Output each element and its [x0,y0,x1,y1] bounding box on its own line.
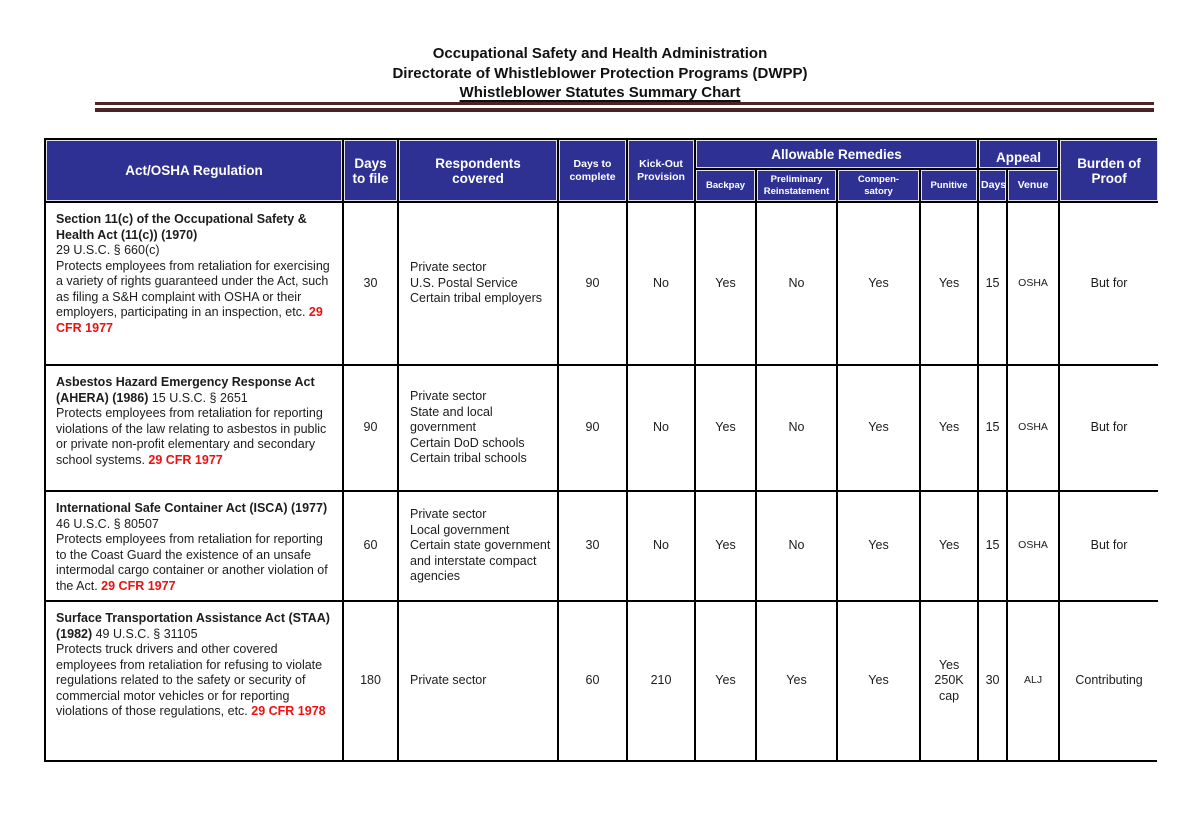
col-header-punitive: Punitive [921,170,980,203]
table-row-isca: International Safe Container Act (ISCA) … [46,492,1159,602]
cell-respondents-covered: Private sector Local government Certain … [399,492,559,602]
act-description: Protects employees from retaliation for … [56,532,328,593]
col-header-backpay: Backpay [696,170,757,203]
act-title: Asbestos Hazard Emergency Response Act (… [56,375,315,405]
col-header-burden-of-proof: Burden of Proof [1060,140,1159,203]
act-title: Section 11(c) of the Occupational Safety… [56,212,307,242]
cell-appeal-venue: ALJ [1008,602,1061,760]
cell-appeal-days: 15 [979,203,1009,366]
act-citation: 15 U.S.C. § 2651 [151,390,248,405]
cell-backpay: Yes [696,203,757,366]
cell-compensatory: Yes [838,366,921,492]
cell-days-to-file: 30 [344,203,399,366]
cell-act-regulation: Surface Transportation Assistance Act (S… [46,602,344,760]
cell-backpay: Yes [696,602,757,760]
cell-kick-out-provision: No [628,492,696,602]
act-citation: 46 U.S.C. § 80507 [56,516,159,531]
cell-days-to-complete: 90 [559,366,628,492]
cell-days-to-file: 60 [344,492,399,602]
cell-punitive: Yes [921,203,980,366]
cell-preliminary-reinstatement: No [757,203,838,366]
act-title: International Safe Container Act (ISCA) … [56,501,328,515]
cell-punitive: Yes 250K cap [921,602,980,760]
cell-punitive: Yes [921,366,980,492]
group-header-appeal: Appeal [979,140,1061,170]
cell-appeal-venue: OSHA [1008,366,1061,492]
cell-preliminary-reinstatement: Yes [757,602,838,760]
cell-preliminary-reinstatement: No [757,366,838,492]
title-line-3: Whistleblower Statutes Summary Chart [459,84,741,101]
cell-act-regulation: International Safe Container Act (ISCA) … [46,492,344,602]
cell-respondents-covered: Private sector U.S. Postal Service Certa… [399,203,559,366]
cell-kick-out-provision: 210 [628,602,696,760]
col-header-appeal-venue: Venue [1008,170,1061,203]
act-cfr-reference: 29 CFR 1978 [251,704,326,718]
cell-appeal-days: 15 [979,366,1009,492]
cell-burden-of-proof: But for [1060,366,1159,492]
table-row-osh-act: Section 11(c) of the Occupational Safety… [46,203,1159,366]
act-cfr-reference: 29 CFR 1977 [56,305,323,335]
table-row-staa: Surface Transportation Assistance Act (S… [46,602,1159,760]
cell-preliminary-reinstatement: No [757,492,838,602]
cell-burden-of-proof: But for [1060,492,1159,602]
col-header-act-regulation: Act/OSHA Regulation [46,140,344,203]
col-header-days-to-file: Days to file [344,140,399,203]
cell-kick-out-provision: No [628,366,696,492]
col-header-appeal-days: Days [979,170,1009,203]
col-header-respondents-covered: Respondents covered [399,140,559,203]
col-header-preliminary-reinstatement: Preliminary Reinstatement [757,170,838,203]
cell-kick-out-provision: No [628,203,696,366]
cell-days-to-complete: 30 [559,492,628,602]
act-citation: 49 U.S.C. § 31105 [95,626,198,641]
act-citation: 29 U.S.C. § 660(c) [56,243,160,257]
statutes-summary-table: Act/OSHA Regulation Days to file Respond… [44,138,1159,762]
cell-burden-of-proof: But for [1060,203,1159,366]
cell-compensatory: Yes [838,492,921,602]
cell-appeal-days: 30 [979,602,1009,760]
cell-act-regulation: Asbestos Hazard Emergency Response Act (… [46,366,344,492]
cell-days-to-complete: 90 [559,203,628,366]
table-row-ahera: Asbestos Hazard Emergency Response Act (… [46,366,1159,492]
cell-respondents-covered: Private sector [399,602,559,760]
act-title: Surface Transportation Assistance Act (S… [56,611,330,641]
col-header-kick-out-provision: Kick-Out Provision [628,140,696,203]
cell-appeal-days: 15 [979,492,1009,602]
act-description: Protects truck drivers and other covered… [56,642,323,718]
cell-compensatory: Yes [838,203,921,366]
cell-days-to-complete: 60 [559,602,628,760]
cell-respondents-covered: Private sector State and local governmen… [399,366,559,492]
col-header-days-to-complete: Days to complete [559,140,628,203]
cell-act-regulation: Section 11(c) of the Occupational Safety… [46,203,344,366]
group-header-allowable-remedies: Allowable Remedies [696,140,980,170]
maroon-rule-top [95,102,1154,105]
cell-burden-of-proof: Contributing [1060,602,1159,760]
cell-backpay: Yes [696,492,757,602]
cell-compensatory: Yes [838,602,921,760]
maroon-rule-bottom [95,108,1154,112]
cell-days-to-file: 180 [344,602,399,760]
act-cfr-reference: 29 CFR 1977 [101,578,176,593]
cell-appeal-venue: OSHA [1008,203,1061,366]
document-title: Occupational Safety and Health Administr… [0,44,1200,103]
cell-appeal-venue: OSHA [1008,492,1061,602]
act-cfr-reference: 29 CFR 1977 [148,452,223,467]
cell-punitive: Yes [921,492,980,602]
title-line-1: Occupational Safety and Health Administr… [432,45,768,62]
act-description: Protects employees from retaliation for … [56,406,327,467]
title-line-2: Directorate of Whistleblower Protection … [392,64,808,82]
cell-backpay: Yes [696,366,757,492]
col-header-compensatory: Compen- satory [838,170,921,203]
act-description: Protects employees from retaliation for … [56,258,330,320]
cell-days-to-file: 90 [344,366,399,492]
